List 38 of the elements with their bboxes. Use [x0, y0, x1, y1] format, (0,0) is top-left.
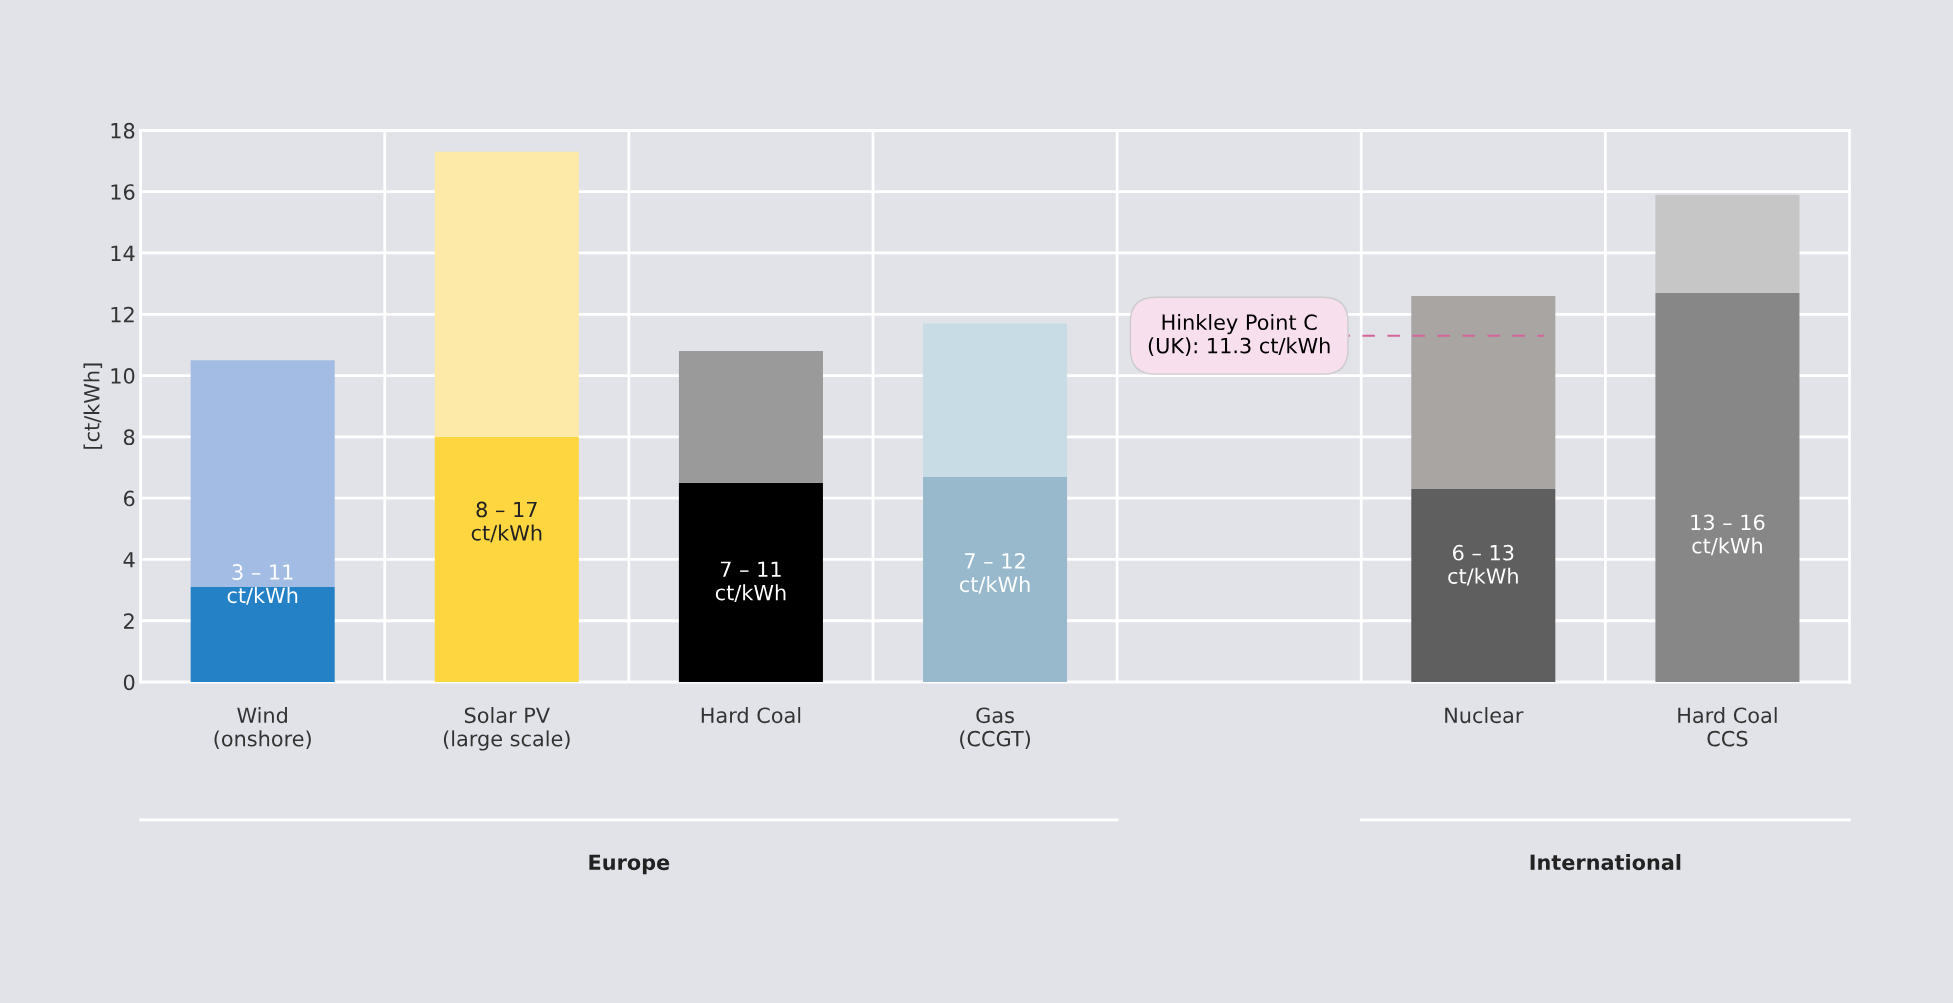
x-tick-label: Hard Coal: [701, 707, 801, 724]
ref-line-label: Hinkley Point C (UK): 11.3 ct/kWh: [1148, 313, 1330, 356]
bar: [190, 360, 335, 588]
bar: [1411, 488, 1556, 683]
text: Europe: [589, 854, 670, 875]
bar: [678, 482, 823, 683]
data-label: 8 – 17 ct/kWh: [471, 501, 542, 543]
y-tick-label: 2: [124, 613, 134, 629]
bar: [923, 323, 1068, 477]
bar: [190, 587, 335, 683]
x-tick-label: Hard Coal CCS: [1678, 707, 1777, 747]
bar: [678, 351, 823, 483]
data-label: 3 – 11 ct/kWh: [227, 564, 298, 605]
bar: [923, 476, 1068, 683]
x-tick-label: Nuclear: [1445, 707, 1524, 724]
y-tick-label: 18: [111, 122, 135, 139]
data-label: 7 – 11 ct/kWh: [715, 561, 786, 603]
y-tick-label: 6: [123, 490, 135, 507]
text: International: [1530, 854, 1681, 871]
y-tick-label: 10: [111, 368, 135, 384]
y-tick-label: 0: [123, 674, 135, 691]
y-tick-label: 8: [123, 429, 135, 446]
bar: [434, 151, 579, 437]
y-axis-title: [ct/kWh]: [83, 363, 103, 449]
y-tick-label: 16: [111, 184, 135, 200]
y-tick-label: 12: [111, 306, 134, 323]
data-label: 6 – 13 ct/kWh: [1448, 544, 1518, 586]
bar: [1655, 292, 1800, 683]
x-tick-label: Wind (onshore): [214, 707, 311, 749]
y-tick-label: 14: [111, 245, 135, 261]
data-label: 7 – 12 ct/kWh: [959, 553, 1030, 594]
y-tick-label: 4: [123, 552, 135, 568]
data-label: 13 – 16 ct/kWh: [1691, 514, 1765, 556]
bar: [1411, 295, 1556, 489]
bar: [434, 436, 579, 683]
x-tick-label: Solar PV (large scale): [443, 707, 570, 751]
bar: [1655, 194, 1800, 293]
x-tick-label: Gas (CCGT): [960, 707, 1030, 749]
